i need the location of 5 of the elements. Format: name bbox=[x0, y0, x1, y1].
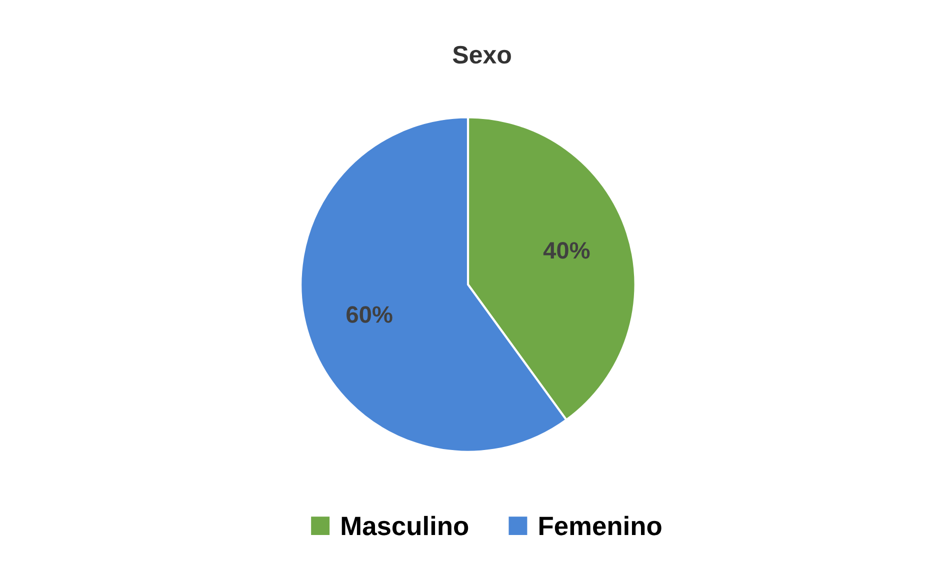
data-label: 40% bbox=[543, 242, 590, 259]
chart-title: Sexo bbox=[452, 46, 511, 64]
data-label: 60% bbox=[346, 306, 392, 323]
legend-label: Masculino bbox=[342, 516, 468, 536]
legend-label: Femenino bbox=[540, 516, 662, 536]
